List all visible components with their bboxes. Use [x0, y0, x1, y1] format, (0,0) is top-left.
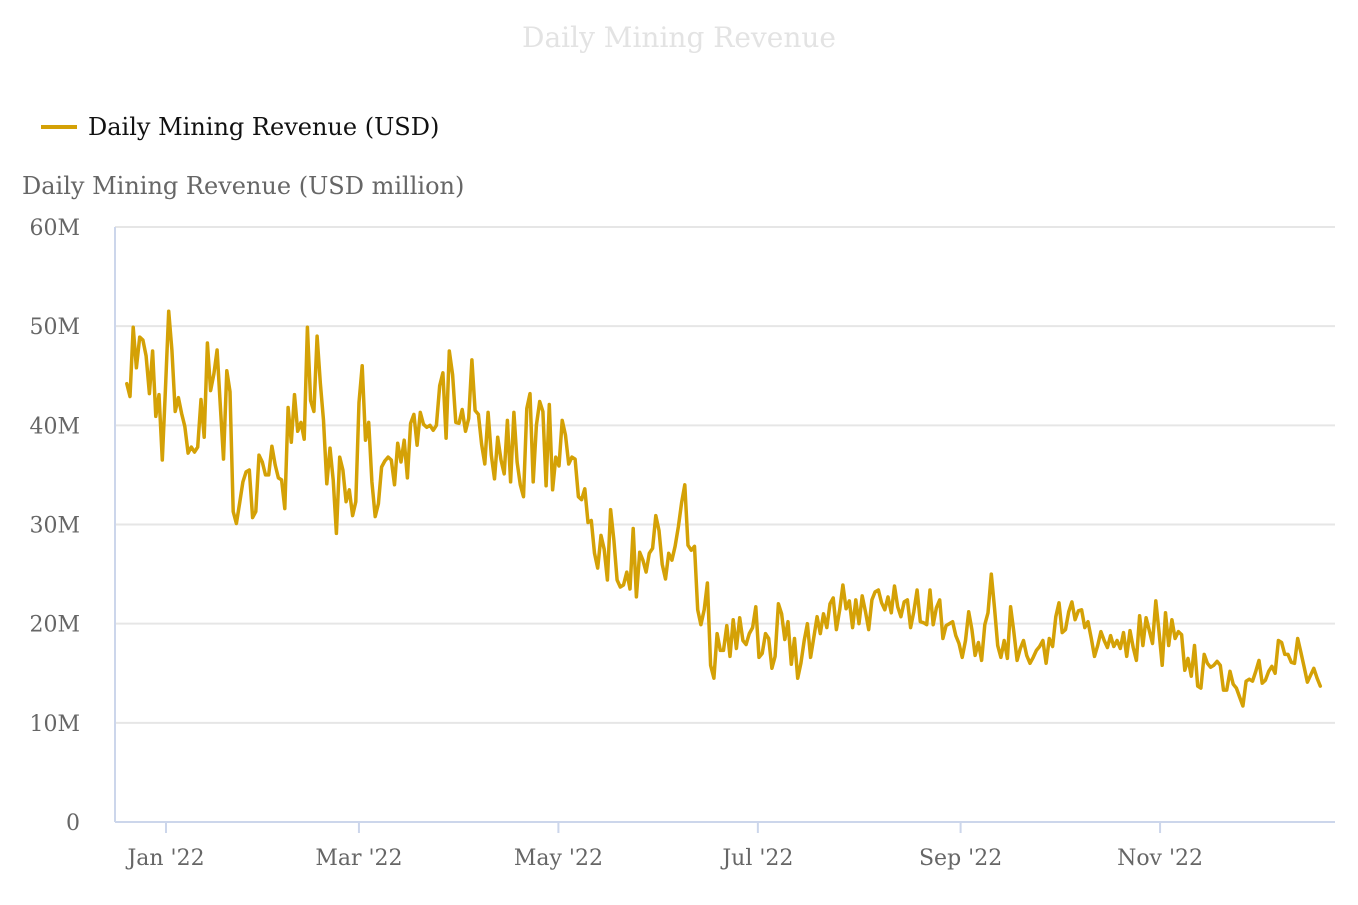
- y-axis-title: Daily Mining Revenue (USD million): [22, 172, 464, 200]
- grid: [115, 226, 1335, 724]
- x-axis-ticks: Jan '22 Mar '22 May '22 Jul '22 Sep '22 Nov '…: [125, 822, 1203, 871]
- y-tick-label: 50M: [29, 315, 80, 340]
- x-tick-label: Jan '22: [125, 846, 204, 871]
- x-tick-label: Nov '22: [1117, 846, 1203, 871]
- y-tick-label: 40M: [29, 414, 80, 439]
- x-tick-label: Mar '22: [315, 846, 402, 871]
- x-tick-label: Jul '22: [720, 846, 793, 871]
- legend-label: Daily Mining Revenue (USD): [88, 113, 439, 141]
- x-tick-label: Sep '22: [919, 846, 1002, 871]
- y-tick-label: 60M: [29, 216, 80, 241]
- legend-item[interactable]: Daily Mining Revenue (USD): [41, 113, 439, 141]
- y-tick-label: 20M: [29, 613, 80, 638]
- series-line-daily-mining-revenue: [125, 309, 1323, 708]
- y-tick-label: 0: [66, 811, 80, 836]
- y-axis-ticks: 0 10M 20M 30M 40M 50M 60M: [29, 216, 80, 836]
- chart-title: Daily Mining Revenue: [522, 21, 836, 54]
- x-tick-label: May '22: [514, 846, 603, 871]
- y-tick-label: 30M: [29, 514, 80, 539]
- y-tick-label: 10M: [29, 712, 80, 737]
